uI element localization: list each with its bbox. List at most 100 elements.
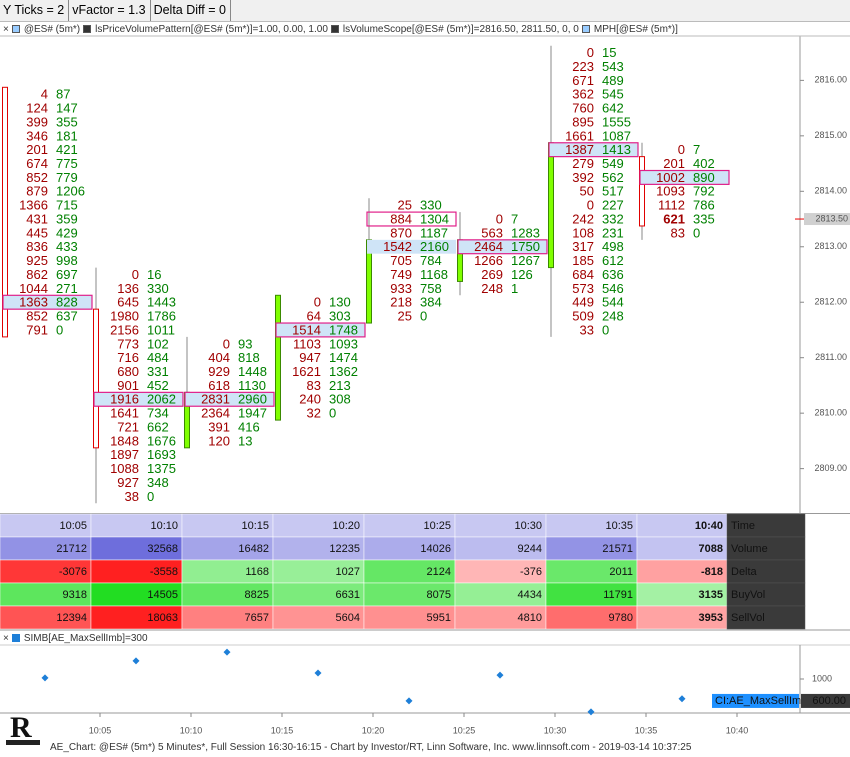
ask-volume: 498 <box>602 239 624 254</box>
legend-item[interactable]: lsPriceVolumePattern[@ES# (5m*)]=1.00, 0… <box>95 23 328 35</box>
indicator-legend: × SIMB[AE_MaxSellImb]=300 <box>0 631 148 645</box>
ask-volume: 0 <box>56 322 63 337</box>
bid-volume: 83 <box>307 378 321 393</box>
ask-volume: 784 <box>420 253 442 268</box>
marker-value-box <box>801 693 850 708</box>
poc-highlight <box>276 323 365 337</box>
candle-body <box>639 156 645 227</box>
bid-volume: 852 <box>26 309 48 324</box>
ask-volume: 227 <box>602 198 624 213</box>
table-value: 9244 <box>518 543 542 555</box>
bid-volume: 1088 <box>110 461 139 476</box>
ask-volume: 1362 <box>329 364 358 379</box>
ask-volume: 1168 <box>420 267 448 282</box>
bid-volume: 1093 <box>656 184 685 199</box>
ask-volume: 402 <box>693 156 715 171</box>
bid-volume: 1980 <box>110 309 139 324</box>
toolbar-item[interactable]: vFactor = 1.3 <box>69 0 151 21</box>
row-label: BuyVol <box>731 589 765 601</box>
bid-volume: 218 <box>390 295 412 310</box>
bid-volume: 680 <box>117 364 139 379</box>
imbalance-box <box>275 322 366 338</box>
time-label: 10:05 <box>89 725 112 735</box>
toolbar-item[interactable]: Delta Diff = 0 <box>151 0 231 21</box>
table-value: 3953 <box>699 612 723 624</box>
bid-volume: 0 <box>132 267 139 282</box>
ask-volume: 697 <box>56 267 78 282</box>
table-value: 21712 <box>56 543 87 555</box>
bid-volume: 108 <box>572 225 594 240</box>
ask-volume: 2062 <box>147 392 176 407</box>
table-value: 10:15 <box>241 520 269 532</box>
bid-volume: 362 <box>572 87 594 102</box>
legend-item[interactable]: @ES# (5m*) <box>23 23 81 35</box>
bid-volume: 4 <box>41 87 48 102</box>
indicator-dot <box>223 648 231 656</box>
bid-volume: 618 <box>208 378 230 393</box>
bid-volume: 929 <box>208 364 230 379</box>
ask-volume: 271 <box>56 281 78 296</box>
ask-volume: 130 <box>329 295 351 310</box>
legend-item[interactable]: lsVolumeScope[@ES# (5m*)]=2816.50, 2811.… <box>342 23 579 35</box>
ask-volume: 1786 <box>147 309 176 324</box>
table-value: 9318 <box>63 589 87 601</box>
bid-volume: 1641 <box>110 406 139 421</box>
ask-volume: 308 <box>329 392 351 407</box>
footer: AE_Chart: @ES# (5m*) 5 Minutes*, Full Se… <box>50 742 692 753</box>
table-value: 10:35 <box>605 520 633 532</box>
plot-area <box>0 36 800 513</box>
bid-volume: 242 <box>572 211 594 226</box>
ask-volume: 734 <box>147 406 169 421</box>
ask-volume: 1474 <box>329 350 358 365</box>
table-value: 32568 <box>147 543 178 555</box>
bid-volume: 862 <box>26 267 48 282</box>
ask-volume: 1413 <box>602 142 631 157</box>
ask-volume: 0 <box>693 225 700 240</box>
ask-volume: 359 <box>56 211 78 226</box>
imbalance-box <box>2 294 93 310</box>
table-value: 21571 <box>602 543 633 555</box>
table-value: 5951 <box>427 612 451 624</box>
price-tick-label: 2809.00 <box>814 463 847 473</box>
ask-volume: 331 <box>147 364 169 379</box>
poc-highlight <box>367 239 456 254</box>
poc-highlight <box>94 392 183 407</box>
ask-volume: 612 <box>602 253 624 268</box>
time-label: 10:40 <box>726 725 749 735</box>
last-price-box <box>804 213 850 226</box>
ask-volume: 0 <box>420 309 427 324</box>
bid-volume: 684 <box>572 267 594 282</box>
indicator-tick-label: 1000 <box>812 673 832 683</box>
legend-item[interactable]: SIMB[AE_MaxSellImb]=300 <box>23 632 148 644</box>
table-value: 12235 <box>329 543 360 555</box>
imbalance-box <box>639 169 730 185</box>
ask-volume: 998 <box>56 253 78 268</box>
bid-volume: 25 <box>398 309 412 324</box>
bid-volume: 32 <box>307 406 321 421</box>
close-icon[interactable]: × <box>3 23 9 35</box>
bid-volume: 25 <box>398 198 412 213</box>
ask-volume: 330 <box>420 198 442 213</box>
ask-volume: 758 <box>420 281 442 296</box>
bid-volume: 1266 <box>474 253 503 268</box>
price-tick-label: 2811.00 <box>815 352 847 362</box>
table-value: 7657 <box>245 612 269 624</box>
ask-volume: 1206 <box>56 184 85 199</box>
bid-volume: 2364 <box>201 406 230 421</box>
row-label: Time <box>731 520 755 532</box>
bid-volume: 705 <box>390 253 412 268</box>
candle-body <box>275 294 281 421</box>
ask-volume: 16 <box>147 267 161 282</box>
ask-volume: 1375 <box>147 461 176 476</box>
toolbar-item[interactable]: Y Ticks = 2 <box>0 0 70 21</box>
ask-volume: 181 <box>56 128 78 143</box>
bid-volume: 927 <box>117 475 139 490</box>
bid-volume: 1621 <box>292 364 321 379</box>
time-label: 10:20 <box>362 725 385 735</box>
ask-volume: 1093 <box>329 336 358 351</box>
ask-volume: 1693 <box>147 447 176 462</box>
bid-volume: 1363 <box>19 295 48 310</box>
legend-item[interactable]: MPH[@ES# (5m*)] <box>593 23 678 35</box>
close-icon[interactable]: × <box>3 632 9 644</box>
